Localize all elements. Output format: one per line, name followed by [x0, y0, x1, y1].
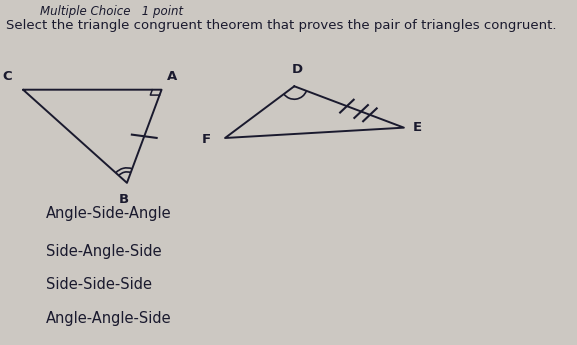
Text: D: D [291, 63, 302, 76]
Text: Angle-Angle-Side: Angle-Angle-Side [46, 311, 172, 326]
Text: C: C [2, 70, 12, 83]
Text: E: E [413, 121, 422, 134]
Text: Side-Angle-Side: Side-Angle-Side [46, 244, 162, 259]
Text: F: F [201, 133, 211, 146]
Text: Angle-Side-Angle: Angle-Side-Angle [46, 206, 172, 221]
Text: B: B [119, 193, 129, 206]
Text: Multiple Choice   1 point: Multiple Choice 1 point [40, 5, 183, 18]
Text: Select the triangle congruent theorem that proves the pair of triangles congruen: Select the triangle congruent theorem th… [6, 19, 556, 32]
Text: A: A [167, 70, 178, 83]
Text: Side-Side-Side: Side-Side-Side [46, 277, 152, 292]
